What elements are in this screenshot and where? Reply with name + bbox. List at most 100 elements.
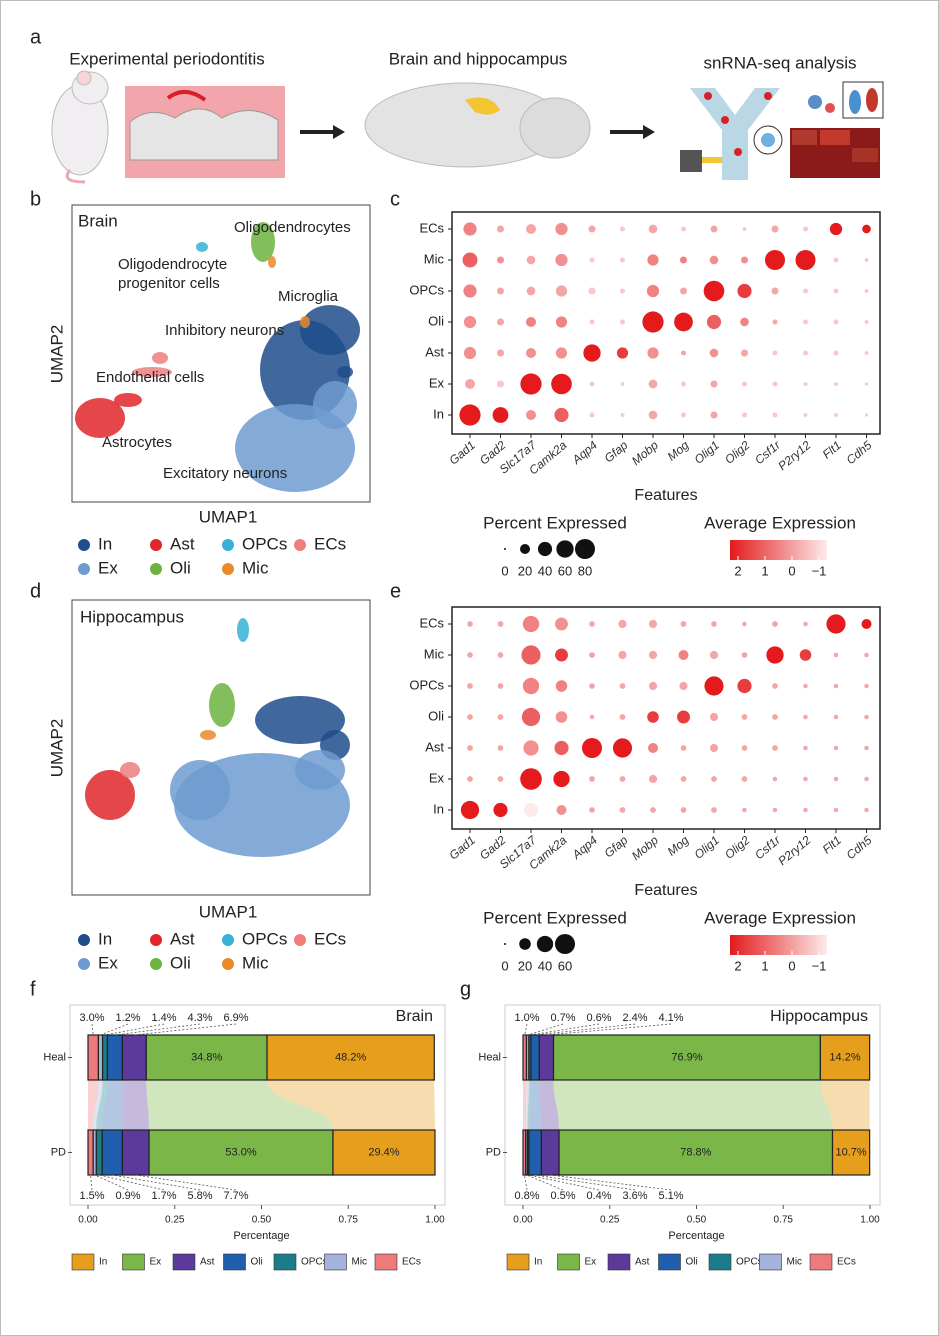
dot — [681, 382, 686, 387]
dot — [834, 413, 838, 417]
dot — [524, 803, 538, 817]
dot — [741, 256, 748, 263]
x-tick-label: 0.25 — [165, 1215, 185, 1226]
dot — [765, 250, 785, 270]
size-legend-dot — [537, 936, 553, 952]
legend-swatch — [224, 1254, 246, 1270]
legend-swatch — [123, 1254, 145, 1270]
dot — [681, 227, 686, 232]
dot — [650, 807, 656, 813]
dot — [796, 250, 816, 270]
bar-segment — [88, 1035, 98, 1080]
dot — [864, 777, 868, 781]
value-label: 1.5% — [79, 1190, 104, 1202]
row-label: OPCs — [409, 677, 444, 692]
row-label: ECs — [419, 615, 444, 630]
dot — [583, 344, 600, 361]
size-legend-dot — [519, 938, 531, 950]
dot — [864, 715, 868, 719]
dot — [804, 413, 808, 417]
dot — [554, 741, 568, 755]
dot — [834, 351, 839, 356]
dot — [613, 738, 632, 757]
dot — [740, 318, 749, 327]
value-label: 7.7% — [223, 1190, 248, 1202]
dot — [803, 777, 807, 781]
dot — [864, 746, 868, 750]
flow-band — [554, 1080, 833, 1130]
panel-letter: b — [30, 188, 41, 210]
dot — [834, 289, 839, 294]
legend-swatch — [78, 563, 90, 575]
legend-swatch — [325, 1254, 347, 1270]
dot — [710, 225, 717, 232]
dot — [834, 808, 838, 812]
dot — [526, 317, 536, 327]
legend-label: Ex — [98, 558, 118, 577]
umap-title: Hippocampus — [80, 607, 184, 626]
legend-swatch — [173, 1254, 195, 1270]
dot — [497, 256, 504, 263]
dot — [773, 413, 778, 418]
cluster-annotation: Oligodendrocytes — [234, 219, 351, 236]
legend-swatch — [659, 1254, 681, 1270]
dot — [742, 808, 746, 812]
dot — [497, 287, 504, 294]
dot — [772, 621, 778, 627]
category-label: Heal — [478, 1051, 501, 1063]
x-tick-label: 1.00 — [860, 1215, 880, 1226]
dot — [679, 650, 689, 660]
color-bar — [730, 935, 827, 955]
dot — [834, 382, 838, 386]
legend-label: In — [534, 1257, 542, 1268]
dot — [741, 349, 748, 356]
legend-label: Ex — [150, 1257, 162, 1268]
dot — [865, 351, 869, 355]
value-label: 14.2% — [829, 1051, 860, 1063]
dot — [556, 347, 567, 358]
legend-label: In — [99, 1257, 107, 1268]
legend-label: Oli — [170, 558, 191, 577]
dot — [588, 225, 595, 232]
legend-label: Ast — [170, 929, 195, 948]
color-legend-label: −1 — [812, 958, 827, 973]
dot — [865, 258, 869, 262]
cluster-annotation: Microglia — [278, 288, 339, 305]
dot — [467, 621, 473, 627]
axis-label: Percentage — [233, 1230, 289, 1242]
panel-letter: f — [30, 978, 36, 1000]
dot — [773, 382, 778, 387]
category-label: PD — [486, 1146, 501, 1158]
dot — [523, 678, 539, 694]
legend-swatch — [274, 1254, 296, 1270]
dot — [766, 646, 783, 663]
legend-swatch — [222, 563, 234, 575]
dot — [864, 808, 868, 812]
dot — [467, 714, 473, 720]
dot — [647, 711, 659, 723]
dot — [556, 711, 568, 723]
size-legend-label: 0 — [501, 563, 508, 578]
color-legend-label: 1 — [761, 958, 768, 973]
row-label: ECs — [419, 220, 444, 235]
cluster-cloud — [120, 762, 140, 778]
legend-swatch — [78, 958, 90, 970]
dot — [555, 618, 568, 631]
dot — [743, 227, 747, 231]
dot — [647, 254, 658, 265]
legend-swatch — [222, 934, 234, 946]
dot — [555, 223, 567, 235]
cluster-cloud — [209, 683, 235, 727]
dot — [467, 776, 473, 782]
value-label: 0.9% — [115, 1190, 140, 1202]
cluster-cloud — [114, 393, 142, 407]
cluster-cloud — [337, 366, 353, 378]
dot — [459, 404, 480, 425]
size-legend-label: 20 — [518, 563, 532, 578]
legend-label: OPCs — [242, 534, 287, 553]
bar-segment — [107, 1035, 122, 1080]
legend-label: In — [98, 534, 112, 553]
dot — [527, 256, 536, 265]
panel-title: Brain — [396, 1008, 433, 1025]
dot — [711, 807, 717, 813]
